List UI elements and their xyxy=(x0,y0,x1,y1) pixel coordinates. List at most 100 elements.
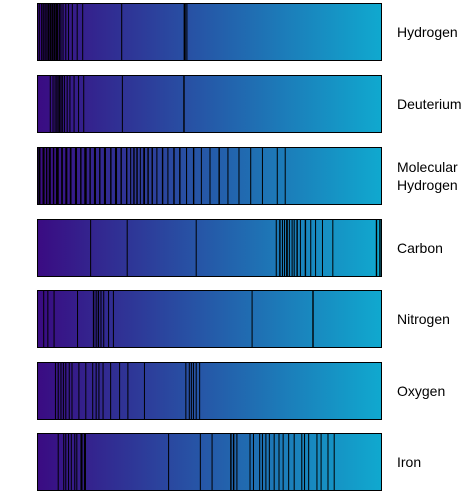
spectral-line-nitrogen-4 xyxy=(92,290,95,348)
spectral-line-hydrogen-3 xyxy=(45,3,47,61)
spectral-line-carbon-8 xyxy=(288,219,290,277)
spectra-group: Hydrogen Deuterium Molecular Hydrogen Carbon… xyxy=(37,3,462,491)
spectral-line-deuterium-6 xyxy=(60,75,62,133)
spectral-line-deuterium-1 xyxy=(52,75,54,133)
spectrum-label-molecular-hydrogen: Molecular Hydrogen xyxy=(397,159,458,193)
spectral-line-nitrogen-3 xyxy=(77,290,79,348)
spectral-line-iron-17 xyxy=(259,433,261,491)
spectral-line-carbon-7 xyxy=(286,219,288,277)
spectrum-label-line-hydrogen-0: Hydrogen xyxy=(397,24,458,40)
spectral-line-nitrogen-0 xyxy=(43,290,45,348)
spectral-line-carbon-9 xyxy=(291,219,293,277)
spectral-line-oxygen-0 xyxy=(54,362,56,420)
spectral-line-molecular-hydrogen-4 xyxy=(52,147,55,205)
spectral-line-molecular-hydrogen-11 xyxy=(84,147,87,205)
spectral-line-hydrogen-1 xyxy=(41,3,43,61)
spectral-line-carbon-4 xyxy=(279,219,281,277)
spectrum-band-iron xyxy=(37,433,382,491)
spectral-line-carbon-3 xyxy=(275,219,277,277)
spectral-line-iron-16 xyxy=(252,433,254,491)
spectral-line-molecular-hydrogen-25 xyxy=(147,147,149,205)
spectrum-border-iron xyxy=(37,433,382,491)
spectral-line-oxygen-4 xyxy=(65,362,67,420)
spectral-line-oxygen-17 xyxy=(185,362,187,420)
spectral-line-carbon-10 xyxy=(293,219,295,277)
spectral-line-molecular-hydrogen-22 xyxy=(136,147,138,205)
spectral-line-deuterium-4 xyxy=(57,75,59,133)
spectral-line-oxygen-2 xyxy=(60,362,62,420)
spectral-line-carbon-0 xyxy=(90,219,92,277)
spectral-line-hydrogen-7 xyxy=(53,3,56,61)
spectral-line-deuterium-5 xyxy=(59,75,61,133)
spectral-line-molecular-hydrogen-28 xyxy=(161,147,164,205)
spectral-line-oxygen-11 xyxy=(98,362,100,420)
spectrum-label-nitrogen: Nitrogen xyxy=(397,311,450,327)
spectral-line-oxygen-5 xyxy=(68,362,70,420)
spectral-line-carbon-11 xyxy=(296,219,298,277)
spectral-line-molecular-hydrogen-35 xyxy=(209,147,211,205)
spectral-line-molecular-hydrogen-18 xyxy=(120,147,122,205)
spectral-line-hydrogen-17 xyxy=(82,3,84,61)
spectral-line-iron-13 xyxy=(232,433,235,491)
spectral-line-hydrogen-2 xyxy=(43,3,45,61)
spectral-line-molecular-hydrogen-38 xyxy=(238,147,240,205)
spectrum-band-oxygen xyxy=(37,362,382,420)
spectral-line-molecular-hydrogen-2 xyxy=(45,147,48,205)
spectral-line-deuterium-13 xyxy=(83,75,85,133)
spectral-line-iron-7 xyxy=(80,433,83,491)
spectral-line-molecular-hydrogen-15 xyxy=(103,147,106,205)
spectrum-border-oxygen xyxy=(37,362,382,420)
spectral-line-iron-1 xyxy=(63,433,65,491)
spectral-line-molecular-hydrogen-12 xyxy=(89,147,91,205)
spectral-line-molecular-hydrogen-21 xyxy=(133,147,135,205)
spectral-line-iron-12 xyxy=(230,433,232,491)
spectral-line-molecular-hydrogen-34 xyxy=(200,147,202,205)
spectral-line-molecular-hydrogen-24 xyxy=(143,147,145,205)
spectral-line-deuterium-14 xyxy=(121,75,123,133)
spectral-line-nitrogen-8 xyxy=(103,290,105,348)
spectral-line-molecular-hydrogen-3 xyxy=(48,147,51,205)
spectral-line-molecular-hydrogen-14 xyxy=(99,147,101,205)
spectral-line-iron-11 xyxy=(211,433,213,491)
spectral-line-oxygen-21 xyxy=(195,362,197,420)
spectral-line-oxygen-3 xyxy=(62,362,64,420)
spectral-line-molecular-hydrogen-37 xyxy=(227,147,229,205)
spectrum-molecular-hydrogen: Molecular Hydrogen xyxy=(37,147,458,205)
spectral-line-molecular-hydrogen-32 xyxy=(186,147,188,205)
spectral-line-hydrogen-11 xyxy=(60,3,62,61)
spectral-line-iron-22 xyxy=(278,433,280,491)
spectral-line-carbon-2 xyxy=(195,219,197,277)
spectral-line-iron-28 xyxy=(308,433,310,491)
spectrum-border-deuterium xyxy=(37,75,382,133)
spectral-line-iron-19 xyxy=(265,433,267,491)
spectral-line-hydrogen-6 xyxy=(51,3,54,61)
spectral-line-iron-6 xyxy=(76,433,78,491)
spectral-line-molecular-hydrogen-19 xyxy=(126,147,128,205)
spectral-line-molecular-hydrogen-9 xyxy=(74,147,78,205)
spectrum-carbon: Carbon xyxy=(37,219,443,277)
spectral-line-hydrogen-10 xyxy=(59,3,61,61)
spectral-line-nitrogen-7 xyxy=(100,290,102,348)
spectral-line-hydrogen-8 xyxy=(55,3,58,61)
spectrum-border-hydrogen xyxy=(37,3,382,61)
spectral-line-carbon-5 xyxy=(281,219,283,277)
spectral-line-oxygen-7 xyxy=(78,362,80,420)
spectral-line-molecular-hydrogen-7 xyxy=(65,147,68,205)
spectrum-border-carbon xyxy=(37,219,382,277)
spectral-line-carbon-17 xyxy=(332,219,334,277)
spectral-line-molecular-hydrogen-5 xyxy=(55,147,59,205)
spectral-line-molecular-hydrogen-6 xyxy=(61,147,63,205)
spectral-line-carbon-6 xyxy=(284,219,286,277)
spectrum-label-line-deuterium-0: Deuterium xyxy=(397,96,462,112)
spectral-line-nitrogen-9 xyxy=(108,290,110,348)
spectral-line-deuterium-8 xyxy=(63,75,65,133)
spectral-line-oxygen-18 xyxy=(188,362,190,420)
spectral-line-molecular-hydrogen-39 xyxy=(250,147,252,205)
spectrum-label-line-oxygen-0: Oxygen xyxy=(397,383,445,399)
spectral-line-molecular-hydrogen-31 xyxy=(179,147,181,205)
spectral-line-deuterium-10 xyxy=(69,75,71,133)
spectral-line-molecular-hydrogen-42 xyxy=(284,147,286,205)
spectral-line-hydrogen-19 xyxy=(183,3,186,61)
spectral-line-molecular-hydrogen-26 xyxy=(151,147,153,205)
